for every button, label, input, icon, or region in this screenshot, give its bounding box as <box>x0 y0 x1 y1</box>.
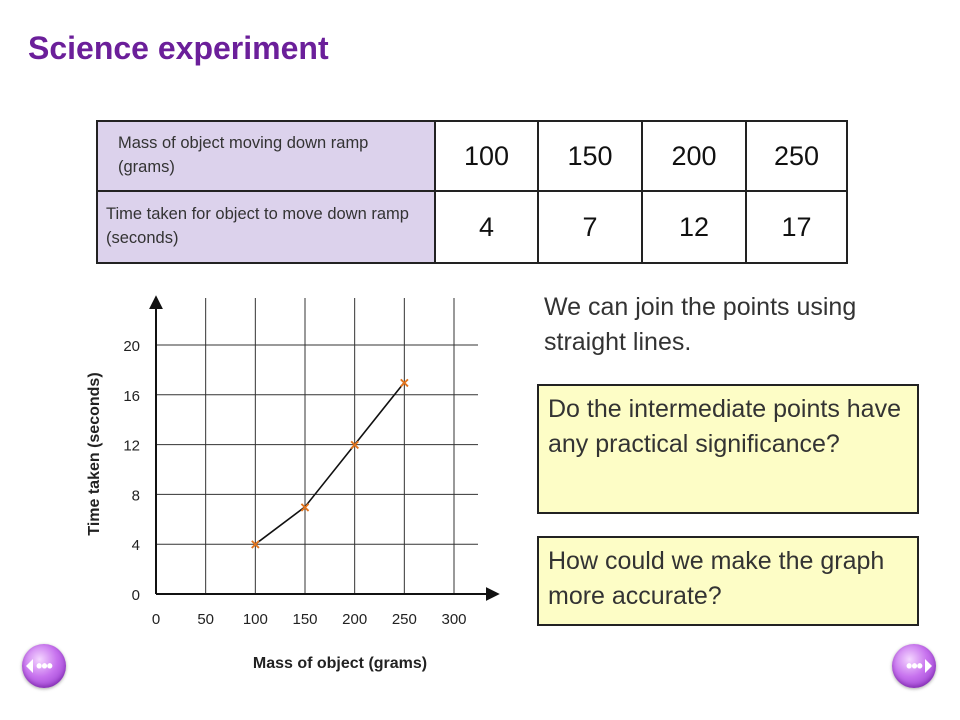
x-tick-label: 250 <box>392 611 417 628</box>
data-point-marker: × <box>300 498 310 517</box>
y-tick-label: 8 <box>132 487 140 504</box>
x-tick-label: 300 <box>441 611 466 628</box>
x-tick-label: 150 <box>292 611 317 628</box>
x-tick-label: 200 <box>342 611 367 628</box>
x-tick-label: 0 <box>152 611 160 628</box>
y-tick-label: 20 <box>123 338 140 355</box>
data-markers: × × × × <box>250 373 409 554</box>
page-title: Science experiment <box>28 30 329 66</box>
previous-arrow-icon <box>26 659 33 673</box>
y-tick-label: 0 <box>132 587 140 604</box>
mass-value: 250 <box>747 122 846 192</box>
data-table: Mass of object moving down ramp (grams) … <box>96 120 848 264</box>
y-tick-label: 16 <box>123 388 140 405</box>
x-tick-label: 100 <box>243 611 268 628</box>
next-button[interactable]: ••• <box>892 644 936 688</box>
next-arrow-icon <box>925 659 932 673</box>
previous-button[interactable]: ••• <box>22 644 66 688</box>
y-axis-title: Time taken (seconds) <box>86 372 103 535</box>
dots-icon: ••• <box>36 656 53 676</box>
data-point-marker: × <box>250 535 260 554</box>
time-value: 7 <box>539 192 643 262</box>
mass-value: 200 <box>643 122 747 192</box>
y-tick-labels: 0 4 8 12 16 20 <box>123 338 140 604</box>
x-tick-labels: 0 50 100 150 200 250 300 <box>152 611 467 628</box>
data-point-marker: × <box>350 436 360 455</box>
data-point-marker: × <box>399 373 409 392</box>
mass-value: 100 <box>436 122 539 192</box>
time-value: 17 <box>747 192 846 262</box>
mass-value: 150 <box>539 122 643 192</box>
table-header-mass: Mass of object moving down ramp (grams) <box>98 122 436 192</box>
x-axis-title: Mass of object (grams) <box>253 655 427 672</box>
question-box-accuracy: How could we make the graph more accurat… <box>537 536 919 626</box>
note-text: We can join the points using straight li… <box>544 293 857 356</box>
question-box-significance: Do the intermediate points have any prac… <box>537 384 919 514</box>
series-line <box>254 381 405 545</box>
y-tick-label: 4 <box>132 537 140 554</box>
time-value: 12 <box>643 192 747 262</box>
line-chart: 0 50 100 150 200 250 300 0 4 8 12 16 20 × × × × Mass o… <box>86 295 500 672</box>
x-tick-label: 50 <box>197 611 214 628</box>
dots-icon: ••• <box>906 656 923 676</box>
y-tick-label: 12 <box>123 438 140 455</box>
time-value: 4 <box>436 192 539 262</box>
chart-grid <box>156 298 478 594</box>
table-header-time: Time taken for object to move down ramp … <box>98 192 436 262</box>
